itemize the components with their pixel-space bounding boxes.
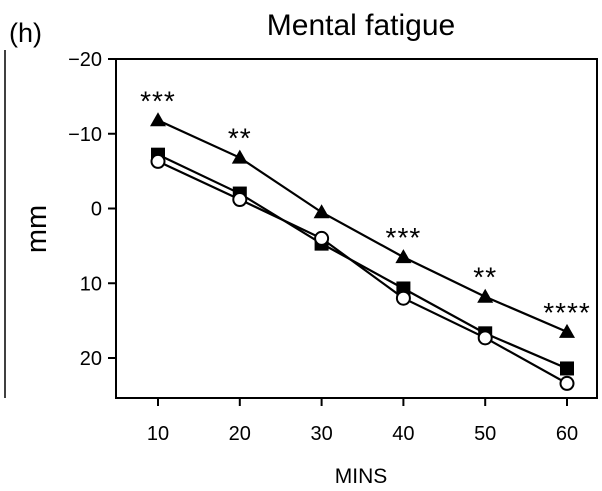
chart-title: Mental fatigue xyxy=(267,9,455,42)
significance-stars: **** xyxy=(543,297,591,328)
circle-marker xyxy=(314,230,330,246)
y-tick-label: −20 xyxy=(68,49,102,71)
y-tick-label: 20 xyxy=(80,348,102,370)
series-line-triangle xyxy=(157,119,568,333)
square-marker xyxy=(560,361,574,376)
circle-marker xyxy=(395,290,411,306)
significance-stars: ** xyxy=(473,262,497,293)
series-layer xyxy=(150,112,575,391)
triangle-marker xyxy=(395,249,412,264)
series-line-circle xyxy=(157,160,568,385)
x-tick-label: 40 xyxy=(392,423,414,445)
x-tick-label: 60 xyxy=(556,423,578,445)
panel-label: (h) xyxy=(9,18,42,48)
x-axis-label: MINS xyxy=(335,465,388,488)
circle-marker xyxy=(150,153,166,169)
x-tick-label: 20 xyxy=(229,423,251,445)
x-tick-label: 50 xyxy=(474,423,496,445)
y-tick-label: 0 xyxy=(91,199,102,221)
triangle-marker xyxy=(313,204,330,219)
significance-stars: *** xyxy=(386,222,422,253)
circle-marker xyxy=(232,192,248,208)
series-line-square xyxy=(157,153,568,370)
y-tick-label: −10 xyxy=(68,124,102,146)
x-axis: 10 20 30 40 50 60 xyxy=(147,398,578,445)
x-tick-label: 10 xyxy=(147,423,169,445)
circle-marker xyxy=(477,330,493,346)
triangle-marker xyxy=(477,288,494,303)
circle-marker xyxy=(559,375,575,391)
significance-stars: *** xyxy=(140,85,176,116)
triangle-marker xyxy=(559,323,575,338)
significance-stars: ** xyxy=(228,123,252,154)
y-axis: −20 −10 0 10 20 xyxy=(68,49,116,370)
x-tick-label: 30 xyxy=(310,423,332,445)
triangle-marker xyxy=(231,149,248,164)
plot-frame xyxy=(115,58,598,399)
y-tick-label: 10 xyxy=(80,273,102,295)
significance-annotations: ************** xyxy=(140,85,591,328)
triangle-marker xyxy=(150,112,166,127)
y-axis-label: mm xyxy=(21,205,53,253)
